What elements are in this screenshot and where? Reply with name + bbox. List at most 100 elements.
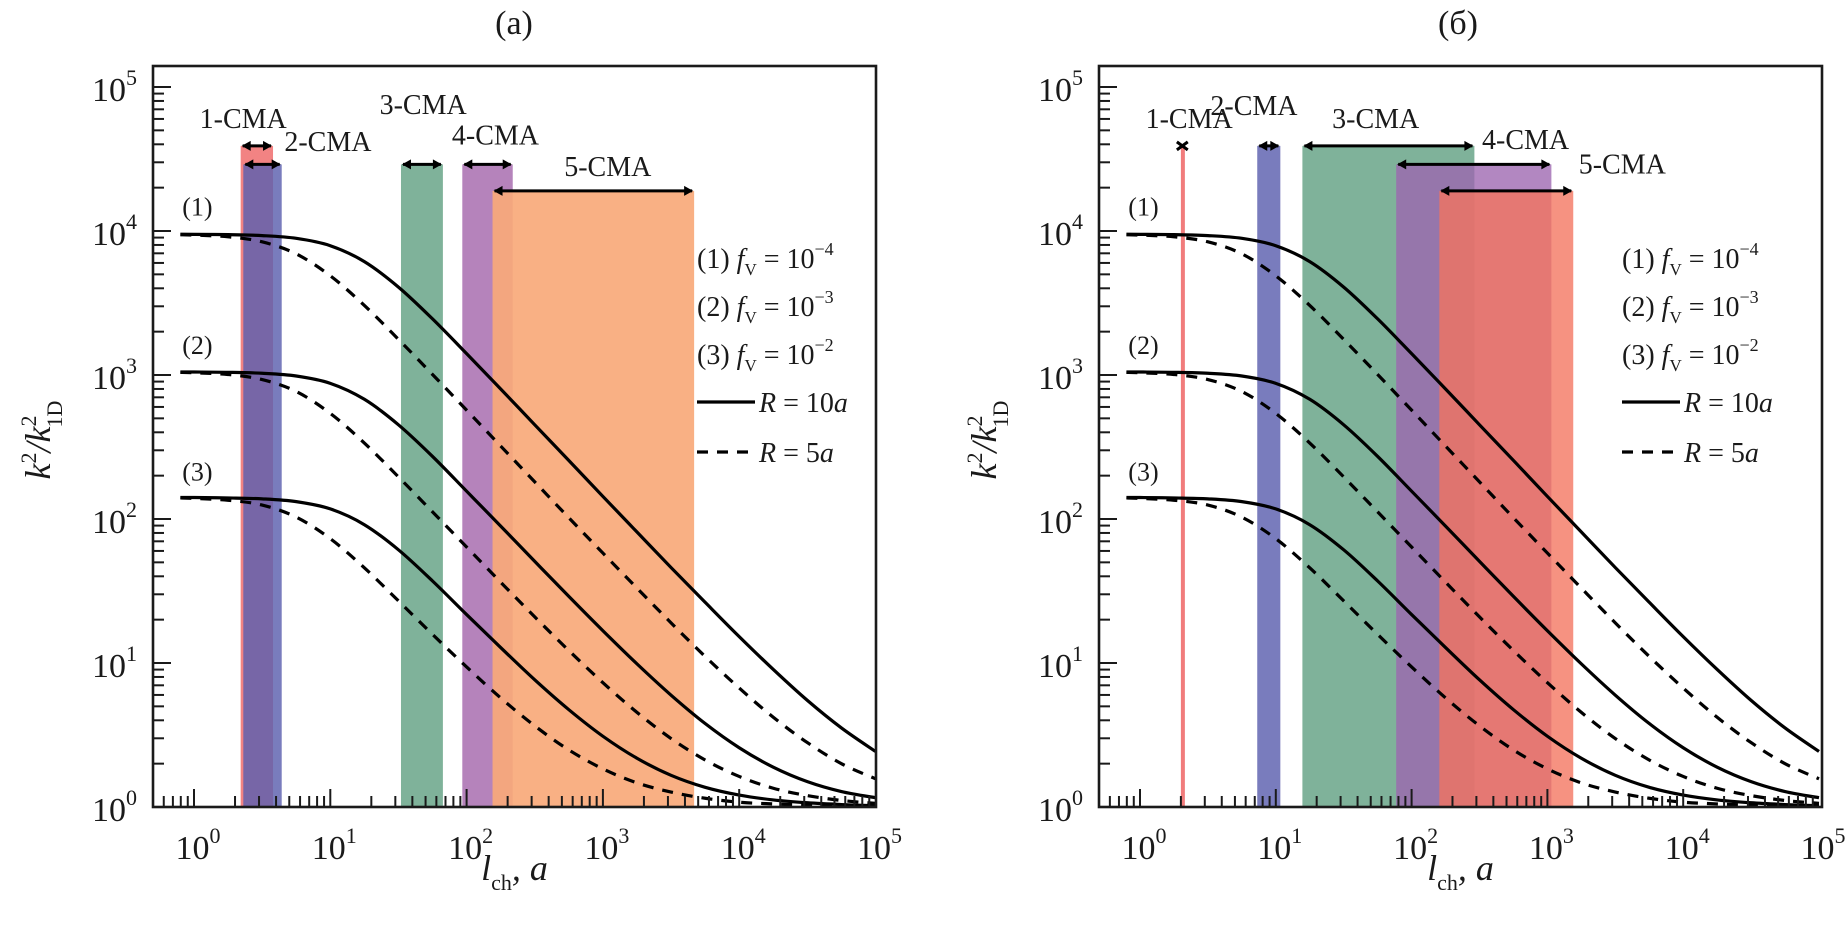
x-tick-label: 102 xyxy=(448,823,493,867)
curve-3-r10a xyxy=(180,495,876,807)
legend-item: R = 10a xyxy=(1683,388,1773,419)
arrowhead-left xyxy=(463,159,473,170)
x-axis-title: lch, a xyxy=(1427,848,1494,895)
legend-item: (1) fV = 10−4 xyxy=(1622,239,1759,279)
x-axis-title: lch, a xyxy=(481,848,548,895)
x-tick-label: 104 xyxy=(721,823,766,867)
legend-item: (3) fV = 10−2 xyxy=(1622,335,1759,375)
y-tick-label: 103 xyxy=(1038,353,1083,397)
y-tick-label: 104 xyxy=(1038,209,1083,253)
legend-item: (2) fV = 10−3 xyxy=(697,287,834,327)
x-tick-label: 101 xyxy=(312,823,357,867)
band-2-cma xyxy=(1257,145,1281,807)
y-tick-label: 104 xyxy=(92,209,137,253)
curve-label: (3) xyxy=(1128,458,1158,487)
panel-a: 100 101 102 103 104 105 100 101 102 103 104 105 (a) l… xyxy=(16,5,902,895)
band-label: 2-CMA xyxy=(1210,91,1298,122)
curve-2-r5a xyxy=(180,370,876,805)
arrowhead-right xyxy=(1563,185,1573,196)
y-axis-title: k2/k21D xyxy=(16,401,67,480)
y-tick-label: 101 xyxy=(92,641,137,685)
arrowhead-left xyxy=(241,140,251,151)
legend-item: R = 5a xyxy=(1683,438,1759,469)
band-5-cma xyxy=(1439,190,1574,807)
curve-label: (2) xyxy=(1128,331,1158,360)
curve-1-r10a xyxy=(180,232,876,753)
legend-item: (1) fV = 10−4 xyxy=(697,239,834,279)
arrowhead-left xyxy=(401,159,411,170)
legend-item: (3) fV = 10−2 xyxy=(697,335,834,375)
bands xyxy=(240,145,695,807)
legend-item: (2) fV = 10−3 xyxy=(1622,287,1759,327)
arrowhead-left xyxy=(1258,140,1268,151)
y-tick-label: 100 xyxy=(1038,785,1083,829)
band-label: 4-CMA xyxy=(1482,125,1570,156)
arrowhead-left xyxy=(1440,185,1450,196)
x-tick-label: 105 xyxy=(857,823,902,867)
band-arrow-marker xyxy=(1175,140,1189,152)
arrowhead-left xyxy=(244,159,254,170)
curve-2-r5a xyxy=(1126,370,1820,805)
arrowhead-right xyxy=(1270,140,1280,151)
curve-label: (2) xyxy=(182,331,212,360)
arrowhead-left xyxy=(1397,159,1407,170)
curve-1-r10a xyxy=(1126,232,1820,753)
bands xyxy=(1180,145,1574,807)
band-label: 5-CMA xyxy=(1579,150,1667,181)
band-5-cma xyxy=(492,190,695,807)
y-tick-label: 105 xyxy=(1038,65,1083,109)
panel-b: 100 101 102 103 104 105 100 101 102 103 104 105 (б) l… xyxy=(962,5,1846,895)
arrowhead-left xyxy=(493,185,503,196)
x-tick-label: 102 xyxy=(1393,823,1438,867)
plot-frame xyxy=(151,64,878,809)
curve-1-r5a xyxy=(180,233,876,781)
curve-3-r10a xyxy=(1126,495,1820,807)
x-tick-label: 103 xyxy=(584,823,629,867)
band-label: 4-CMA xyxy=(452,120,540,151)
panel-title: (a) xyxy=(495,5,533,42)
plot-frame xyxy=(1097,64,1824,809)
arrowhead-right xyxy=(263,140,273,151)
arrowhead-right xyxy=(271,159,281,170)
curve-2-r10a xyxy=(1126,370,1820,800)
band-label: 5-CMA xyxy=(564,152,652,183)
curves xyxy=(180,232,876,807)
x-tick-label: 103 xyxy=(1529,823,1574,867)
curve-2-r10a xyxy=(180,370,876,800)
panel-title: (б) xyxy=(1438,5,1478,42)
curve-label: (1) xyxy=(182,193,212,222)
y-tick-label: 102 xyxy=(92,497,137,541)
curves xyxy=(1126,232,1820,807)
y-tick-label: 102 xyxy=(1038,497,1083,541)
curve-label: (3) xyxy=(182,458,212,487)
band-2-cma xyxy=(243,164,282,807)
y-tick-label: 101 xyxy=(1038,641,1083,685)
x-tick-label: 105 xyxy=(1801,823,1846,867)
band-label: 2-CMA xyxy=(284,127,372,158)
x-tick-label: 104 xyxy=(1665,823,1710,867)
y-tick-label: 103 xyxy=(92,353,137,397)
legend-item: R = 5a xyxy=(758,438,834,469)
band-label: 1-CMA xyxy=(200,104,288,135)
band-label: 3-CMA xyxy=(1332,104,1420,135)
arrowhead-right xyxy=(1541,159,1551,170)
legend-item: R = 10a xyxy=(758,388,848,419)
curve-1-r5a xyxy=(1126,233,1820,781)
curve-label: (1) xyxy=(1128,193,1158,222)
x-tick-label: 100 xyxy=(176,823,221,867)
x-tick-label: 100 xyxy=(1122,823,1167,867)
legend: (1) fV = 10−4 (2) fV = 10−3 (3) fV = 10−2 R… xyxy=(1622,239,1773,469)
arrowhead-left xyxy=(1303,140,1313,151)
arrowhead-right xyxy=(432,159,442,170)
arrowhead-right xyxy=(684,185,694,196)
y-tick-label: 105 xyxy=(92,65,137,109)
legend: (1) fV = 10−4 (2) fV = 10−3 (3) fV = 10−2 R… xyxy=(697,239,848,469)
band-label: 3-CMA xyxy=(380,90,468,121)
band-1-cma xyxy=(1180,145,1185,807)
arrowhead-right xyxy=(502,159,512,170)
y-tick-label: 100 xyxy=(92,785,137,829)
x-tick-label: 101 xyxy=(1257,823,1302,867)
band-label: 1-CMA xyxy=(1146,104,1234,135)
arrowhead-right xyxy=(1464,140,1474,151)
